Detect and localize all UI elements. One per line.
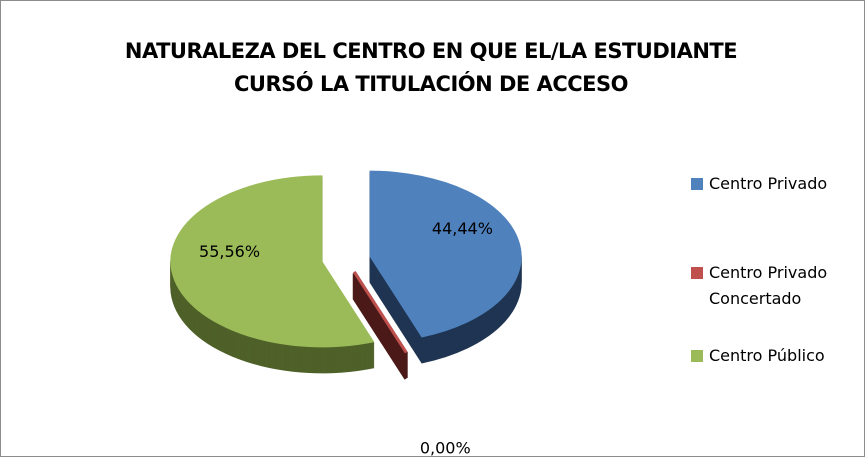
legend-label: Centro Privado xyxy=(709,174,828,193)
slice xyxy=(170,175,375,348)
chart-title: NATURALEZA DEL CENTRO EN QUE EL/LA ESTUD… xyxy=(124,39,738,96)
legend-swatch xyxy=(691,350,703,362)
legend-swatch xyxy=(691,267,703,279)
legend-item: Centro Privado Concertado xyxy=(691,260,861,312)
data-label: 55,56% xyxy=(199,242,260,261)
legend-item: Centro Público xyxy=(691,343,861,369)
legend-label: Centro Público xyxy=(709,346,825,365)
legend-label: Centro Privado Concertado xyxy=(709,263,828,308)
slice xyxy=(369,170,522,338)
legend-item: Centro Privado xyxy=(691,171,861,197)
legend-swatch xyxy=(691,178,703,190)
data-label: 0,00% xyxy=(420,439,471,456)
data-label: 44,44% xyxy=(432,219,493,238)
